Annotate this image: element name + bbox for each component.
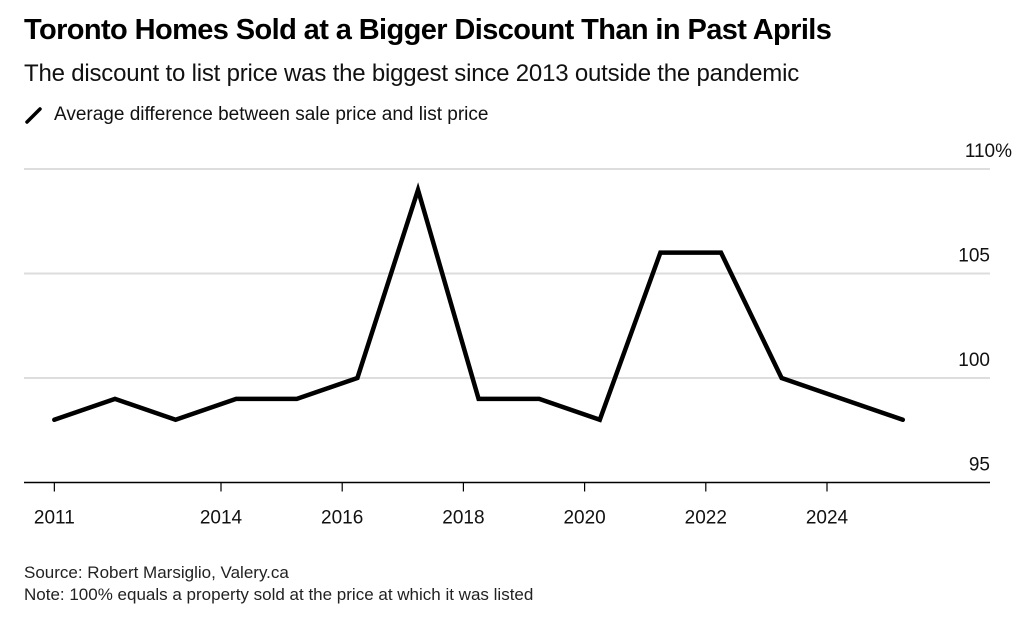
- x-tick-label-2011: 2011: [34, 508, 75, 529]
- x-tick-label-2020: 2020: [563, 508, 605, 529]
- legend-label: Average difference between sale price an…: [54, 104, 489, 125]
- x-tick-label-2024: 2024: [806, 508, 849, 529]
- y-tick-label-105: 105: [958, 246, 990, 267]
- chart-subtitle: The discount to list price was the bigge…: [24, 60, 799, 87]
- x-tick-label-2018: 2018: [442, 508, 484, 529]
- x-tick-label-2016: 2016: [321, 508, 363, 529]
- y-tick-label-95: 95: [969, 455, 990, 476]
- series-line-0: [52, 182, 906, 423]
- source-note: Source: Robert Marsiglio, Valery.ca: [24, 563, 289, 582]
- chart-title: Toronto Homes Sold at a Bigger Discount …: [24, 14, 832, 46]
- x-axis-labels: 2011 2014 2016 2018 2020 2022 2024: [34, 482, 849, 529]
- legend: Average difference between sale price an…: [24, 104, 488, 126]
- x-tick-label-2014: 2014: [200, 508, 243, 529]
- y-tick-label-100: 100: [958, 350, 990, 371]
- gridlines: [24, 168, 990, 379]
- footnote: Note: 100% equals a property sold at the…: [24, 585, 534, 604]
- y-tick-label-110: 110%: [965, 141, 1012, 162]
- footer: Source: Robert Marsiglio, Valery.ca Note…: [24, 562, 533, 606]
- x-tick-label-2022: 2022: [685, 508, 727, 529]
- line-swatch-icon: [24, 105, 44, 125]
- series: [52, 182, 906, 423]
- y-axis-labels: 95 100 105 110%: [958, 141, 1012, 476]
